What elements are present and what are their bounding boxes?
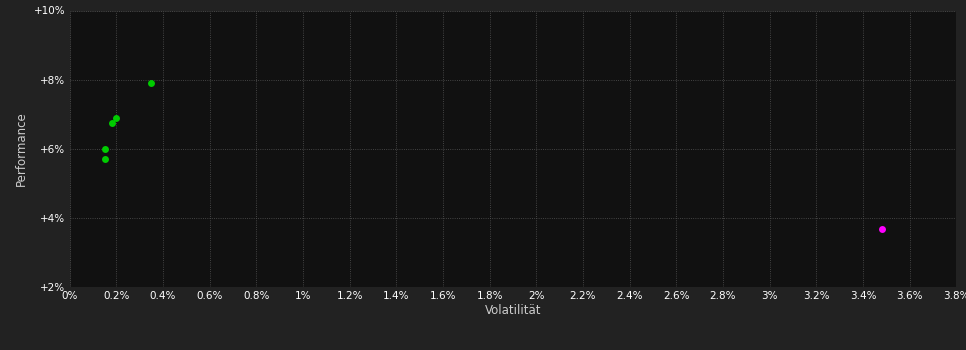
Point [103,120,119,126]
Point [874,226,890,232]
Point [97,156,112,162]
Point [97,146,112,152]
X-axis label: Volatilität: Volatilität [485,304,541,317]
Point [144,80,159,86]
Y-axis label: Performance: Performance [15,111,28,186]
Point [108,115,124,120]
